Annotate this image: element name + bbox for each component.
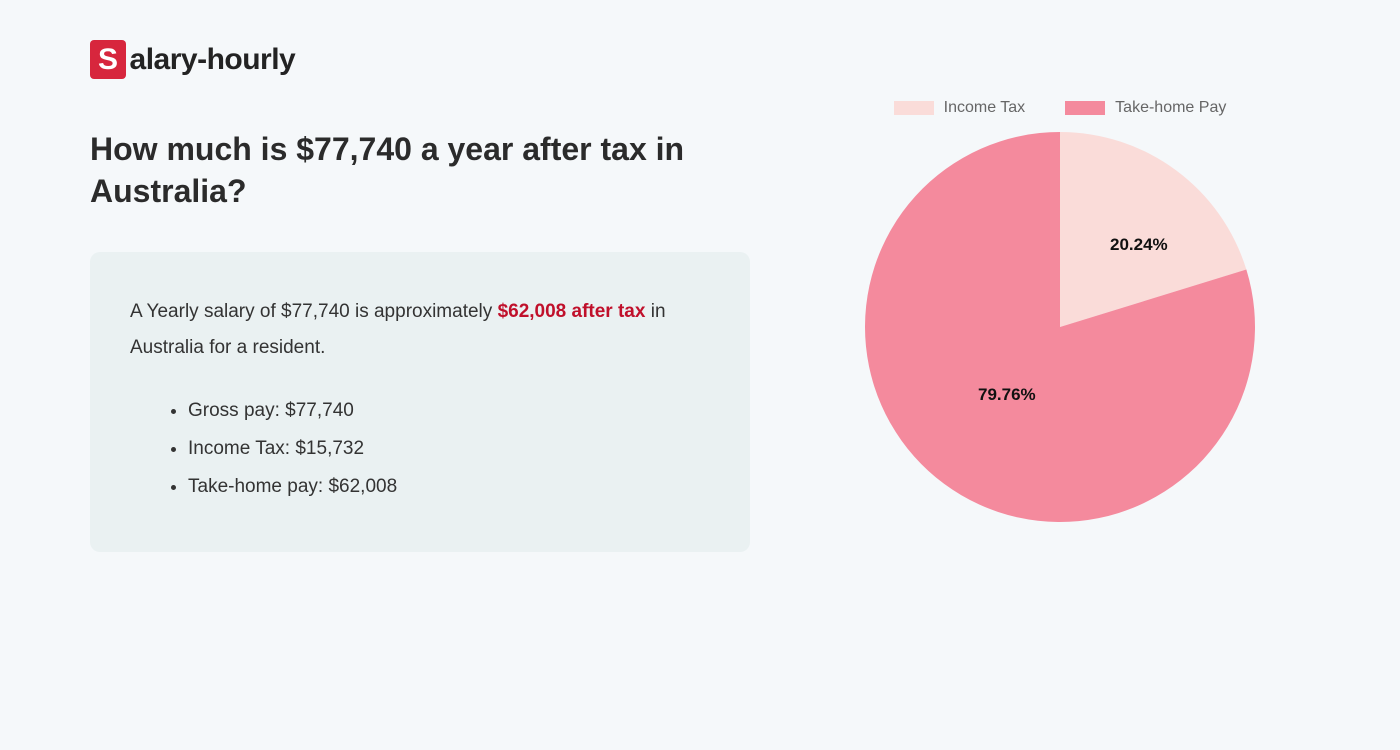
legend-swatch [1065,101,1105,115]
page-heading: How much is $77,740 a year after tax in … [90,129,750,212]
slice-label-take-home: 79.76% [978,385,1036,405]
summary-bullets: Gross pay: $77,740 Income Tax: $15,732 T… [130,392,710,506]
legend-label: Income Tax [944,99,1026,117]
summary-lead: A Yearly salary of $77,740 is approximat… [130,294,710,366]
summary-highlight: $62,008 after tax [498,301,646,322]
chart-legend: Income Tax Take-home Pay [810,99,1310,117]
slice-label-income-tax: 20.24% [1110,235,1168,255]
site-logo: Salary-hourly [90,40,1310,79]
logo-text: alary-hourly [130,43,296,77]
right-column: Income Tax Take-home Pay 20.24% 79.76% [810,129,1310,552]
logo-badge: S [90,40,126,79]
legend-item-income-tax: Income Tax [894,99,1026,117]
list-item: Income Tax: $15,732 [188,430,710,468]
legend-item-take-home: Take-home Pay [1065,99,1226,117]
pie-chart: 20.24% 79.76% [860,127,1260,527]
pie-svg [860,127,1260,527]
summary-lead-pre: A Yearly salary of $77,740 is approximat… [130,301,498,322]
main-content: How much is $77,740 a year after tax in … [90,129,1310,552]
legend-label: Take-home Pay [1115,99,1226,117]
list-item: Gross pay: $77,740 [188,392,710,430]
summary-card: A Yearly salary of $77,740 is approximat… [90,252,750,552]
legend-swatch [894,101,934,115]
list-item: Take-home pay: $62,008 [188,468,710,506]
left-column: How much is $77,740 a year after tax in … [90,129,750,552]
